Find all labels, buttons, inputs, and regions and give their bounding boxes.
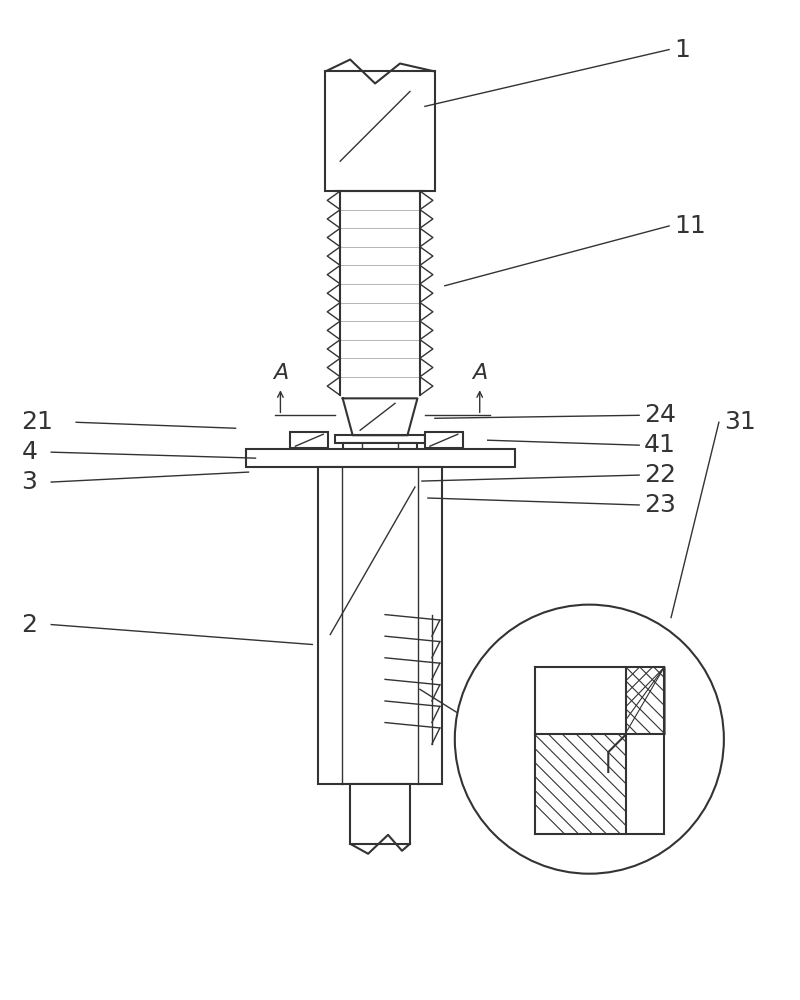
Bar [318,467,442,784]
Text: 3: 3 [22,470,37,494]
Bar [290,432,328,448]
Text: 4: 4 [22,440,38,464]
Bar [342,443,418,465]
Bar [350,784,410,844]
Text: 11: 11 [674,214,706,238]
Text: 31: 31 [724,410,756,434]
Text: A: A [472,363,487,383]
Bar [425,432,462,448]
Bar [326,71,435,191]
Bar [246,449,514,467]
Text: 41: 41 [644,433,676,457]
Polygon shape [342,398,418,435]
Text: 21: 21 [22,410,53,434]
Text: 2: 2 [22,613,38,637]
Circle shape [455,605,724,874]
Text: A: A [273,363,288,383]
Text: 1: 1 [674,38,690,62]
Text: 23: 23 [644,493,676,517]
Text: 24: 24 [644,403,676,427]
Text: 22: 22 [644,463,676,487]
Bar [335,435,425,443]
